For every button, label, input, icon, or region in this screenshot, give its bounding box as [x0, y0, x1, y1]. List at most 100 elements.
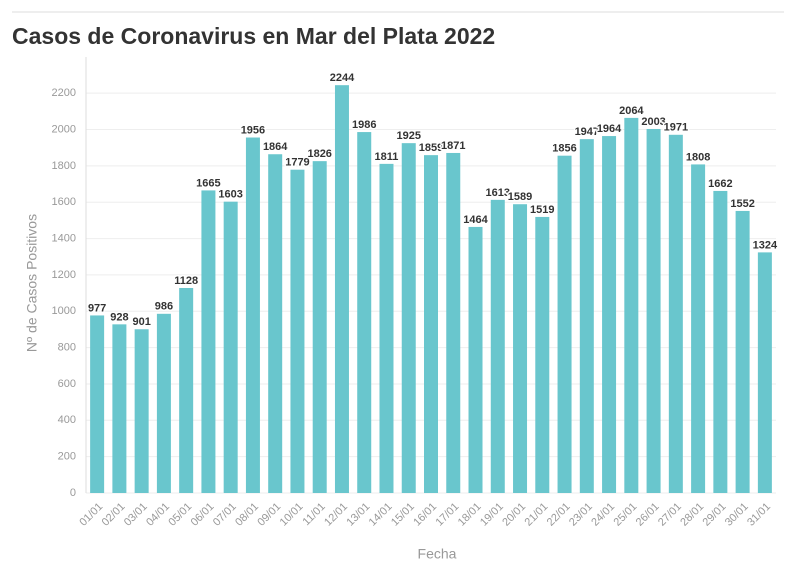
data-label: 1662	[708, 178, 732, 190]
bar	[268, 154, 283, 493]
bar	[691, 164, 706, 493]
data-label: 1324	[753, 239, 778, 251]
bar	[245, 137, 260, 494]
chart-title: Casos de Coronavirus en Mar del Plata 20…	[12, 23, 495, 49]
x-tick-label: 14/01	[367, 501, 395, 529]
data-label: 2003	[641, 116, 665, 128]
x-tick-label: 31/01	[745, 501, 773, 529]
data-label: 1947	[575, 126, 599, 138]
data-label: 1964	[597, 123, 622, 135]
x-tick-label: 23/01	[567, 501, 595, 529]
x-tick-label: 30/01	[723, 501, 751, 529]
bar	[535, 216, 550, 493]
x-tick-label: 16/01	[411, 501, 439, 529]
x-tick-label: 06/01	[189, 501, 217, 529]
y-axis-label: Nº de Casos Positivos	[24, 214, 40, 352]
y-tick-label: 1200	[52, 269, 76, 281]
data-label: 901	[132, 316, 150, 328]
bar	[90, 315, 105, 493]
bar	[290, 169, 305, 493]
data-label: 1519	[530, 204, 554, 216]
x-tick-label: 05/01	[166, 501, 194, 529]
bar	[468, 226, 483, 494]
data-label: 1665	[196, 177, 220, 189]
x-tick-label: 12/01	[322, 501, 350, 529]
x-tick-label: 29/01	[701, 501, 729, 529]
data-label: 1552	[730, 198, 754, 210]
data-label: 1779	[285, 157, 309, 169]
x-axis-label: Fecha	[418, 546, 457, 562]
bar	[713, 190, 728, 493]
data-label: 1856	[552, 143, 576, 155]
x-tick-label: 11/01	[301, 501, 328, 528]
x-tick-label: 26/01	[634, 501, 662, 529]
data-label: 2064	[619, 105, 644, 117]
bar	[201, 190, 216, 493]
x-tick-label: 02/01	[100, 501, 128, 529]
bar	[334, 85, 349, 493]
x-tick-label: 25/01	[612, 501, 640, 529]
bar	[579, 139, 594, 493]
bar	[223, 201, 238, 493]
y-tick-label: 1600	[52, 196, 76, 208]
data-label: 1871	[441, 140, 465, 152]
bar	[156, 313, 171, 493]
y-tick-label: 400	[58, 414, 76, 426]
data-label: 986	[155, 301, 173, 313]
bar	[513, 204, 528, 493]
bar	[490, 199, 505, 493]
y-tick-label: 200	[58, 451, 76, 463]
x-tick-label: 15/01	[389, 501, 417, 529]
y-tick-label: 800	[58, 342, 76, 354]
x-tick-label: 04/01	[144, 501, 172, 529]
x-tick-label: 22/01	[545, 501, 573, 529]
y-tick-label: 2200	[52, 87, 76, 99]
x-tick-label: 09/01	[255, 501, 283, 529]
data-label: 1986	[352, 119, 376, 131]
bar	[379, 163, 394, 494]
data-label: 1811	[375, 151, 399, 163]
bar	[112, 324, 127, 493]
x-tick-label: 18/01	[456, 501, 484, 529]
y-tick-label: 2000	[52, 123, 76, 135]
x-tick-label: 08/01	[233, 501, 261, 529]
y-tick-label: 1000	[52, 305, 76, 317]
x-tick-label: 10/01	[278, 501, 306, 529]
data-label: 928	[110, 311, 128, 323]
x-tick-label: 19/01	[478, 501, 506, 529]
x-tick-label: 28/01	[678, 501, 706, 529]
x-tick-label: 13/01	[344, 501, 372, 529]
y-tick-label: 0	[70, 487, 76, 499]
bar	[557, 155, 572, 493]
y-tick-label: 1400	[52, 232, 76, 244]
bar	[624, 117, 639, 493]
bar	[602, 136, 617, 494]
data-label: 2244	[330, 72, 355, 84]
x-tick-label: 07/01	[211, 501, 239, 529]
data-label: 1589	[508, 191, 532, 203]
data-label: 1603	[218, 189, 242, 201]
bar	[735, 210, 750, 494]
x-tick-label: 01/01	[77, 501, 105, 529]
x-tick-label: 27/01	[656, 501, 684, 529]
data-label: 1613	[486, 187, 510, 199]
x-tick-label: 17/01	[433, 501, 461, 529]
data-label: 1956	[241, 124, 265, 136]
bar	[179, 287, 194, 493]
bar	[134, 329, 149, 493]
bar	[401, 143, 416, 494]
x-tick-label: 20/01	[500, 501, 528, 529]
data-label: 1464	[463, 214, 488, 226]
x-tick-label: 24/01	[589, 501, 617, 529]
data-label: 1128	[174, 275, 198, 287]
data-label: 1864	[263, 141, 288, 153]
bar	[357, 132, 372, 493]
data-label: 1925	[396, 130, 420, 142]
bar	[446, 152, 461, 494]
data-label: 1971	[664, 122, 688, 134]
data-label: 1859	[419, 142, 443, 154]
y-tick-label: 600	[58, 378, 76, 390]
bar	[646, 128, 661, 494]
x-tick-label: 21/01	[523, 501, 551, 529]
